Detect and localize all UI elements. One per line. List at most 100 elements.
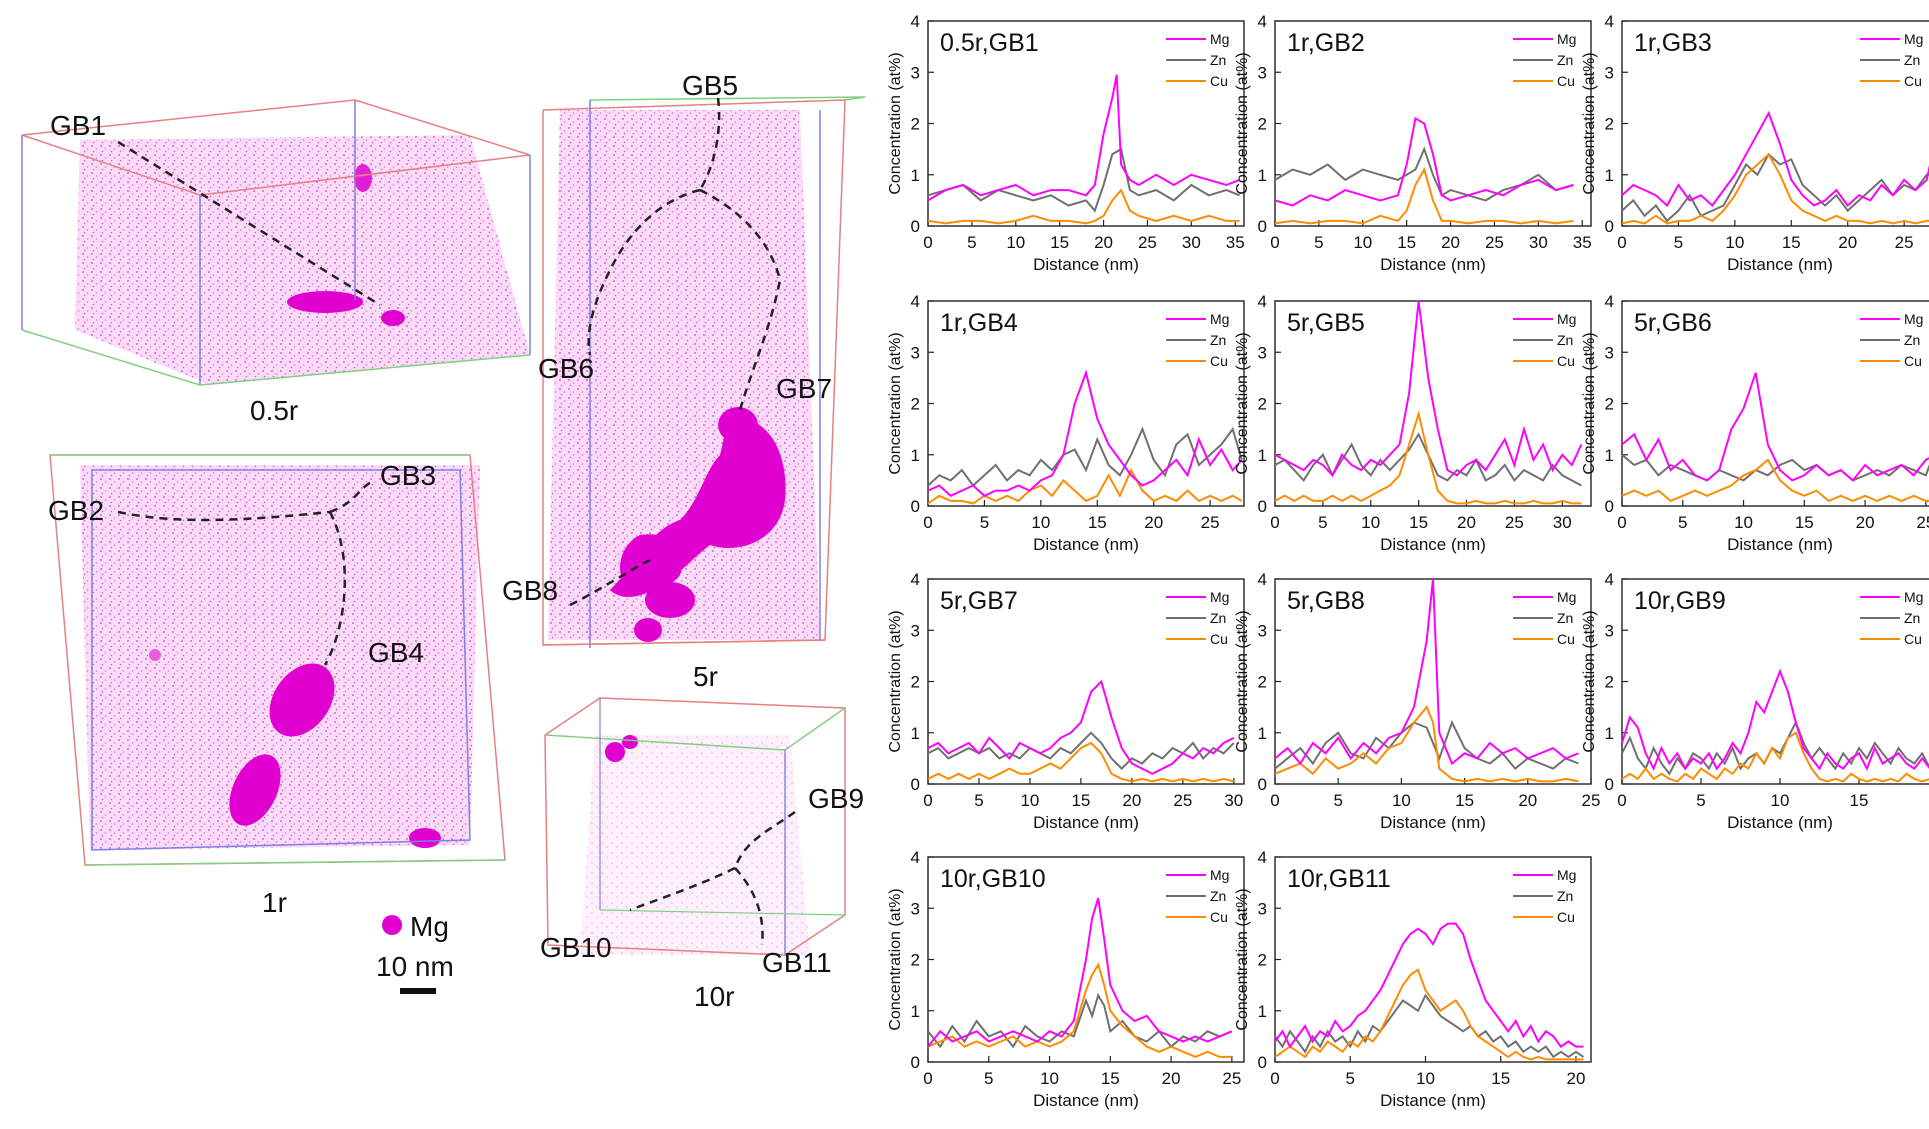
y-axis-label: Concentration (at%): [1581, 52, 1598, 194]
legend-label: Zn: [1904, 52, 1920, 68]
grain-boundary-trace: [734, 867, 764, 946]
gb5-label: GB5: [682, 70, 738, 101]
box-edge: [784, 707, 846, 751]
y-tick-label: 2: [1258, 115, 1267, 134]
plot-frame: [1274, 20, 1592, 227]
grain-boundary-trace: [733, 810, 796, 869]
sample-10r: GB9 GB10 GB11 10r: [540, 697, 864, 1012]
chart-1: 0 1 2 3 4 0 5 10 15 20 25 30 35 Distance (nm) Concentr…: [887, 12, 1245, 274]
series-line-cu: [927, 188, 1240, 225]
y-tick-label: 0: [1605, 217, 1614, 236]
mg-cluster: [287, 291, 363, 313]
mg-cluster: [634, 618, 662, 642]
legend-label: Zn: [1210, 332, 1226, 348]
plot-frame: [927, 300, 1245, 507]
series-line-cu: [1621, 731, 1929, 783]
y-tick-label: 0: [911, 217, 920, 236]
y-tick-label: 4: [1258, 848, 1267, 867]
series-line-cu: [1274, 167, 1574, 225]
legend-label: Cu: [1557, 73, 1575, 89]
plot-frame: [927, 20, 1245, 227]
grain-boundary-trace: [699, 188, 782, 411]
legend-label: Mg: [1557, 311, 1576, 327]
x-axis-label: Distance (nm): [1033, 535, 1139, 554]
y-tick-label: 0: [1605, 497, 1614, 516]
gb4-label: GB4: [368, 637, 424, 668]
x-tick-label: 5: [980, 513, 989, 532]
y-tick-label: 4: [1258, 12, 1267, 31]
plot-frame: [1274, 578, 1592, 785]
legend-label: Zn: [1557, 332, 1573, 348]
x-axis-label: Distance (nm): [1033, 813, 1139, 832]
x-tick-label: 5: [974, 791, 983, 810]
x-tick-label: 20: [1566, 1069, 1585, 1088]
mg-cluster: [645, 582, 695, 618]
x-tick-label: 20: [1094, 233, 1113, 252]
y-tick-label: 4: [911, 570, 920, 589]
x-tick-label: 10: [1040, 1069, 1059, 1088]
y-tick-label: 3: [911, 343, 920, 362]
x-tick-label: 25: [1505, 513, 1524, 532]
y-tick-label: 3: [1258, 899, 1267, 918]
y-tick-label: 4: [1605, 12, 1614, 31]
x-tick-label: 20: [1838, 233, 1857, 252]
grain-boundary-trace: [587, 188, 701, 356]
chart-title: 5r,GB6: [1634, 309, 1712, 337]
x-tick-label: 0: [923, 791, 932, 810]
x-tick-label: 20: [1162, 1069, 1181, 1088]
y-tick-label: 1: [911, 446, 920, 465]
y-axis-label: Concentration (at%): [1581, 332, 1598, 474]
x-tick-label: 15: [1455, 791, 1474, 810]
mg-cluster: [605, 742, 625, 762]
chart-4: 0 1 2 3 4 0 5 10 15 20 25 Distance (nm) Concentratio…: [887, 292, 1245, 554]
box-edge: [599, 909, 846, 916]
grain-boundary-trace: [569, 558, 651, 607]
point-cloud: [80, 465, 480, 850]
legend-label: Cu: [1904, 353, 1922, 369]
series-line-mg: [927, 897, 1233, 1048]
y-tick-label: 3: [911, 63, 920, 82]
series-line-zn: [1621, 720, 1929, 776]
chart-11: 0 1 2 3 4 0 5 10 15 20 Distance (nm) Concentration …: [1234, 848, 1592, 1110]
chart-title: 1r,GB2: [1287, 29, 1365, 57]
legend-label: Mg: [1557, 31, 1576, 47]
x-tick-label: 10: [1353, 233, 1372, 252]
chart-title: 10r,GB11: [1287, 865, 1391, 893]
legend-label: Mg: [1210, 311, 1229, 327]
x-tick-label: 20: [1122, 791, 1141, 810]
x-tick-label: 15: [1409, 513, 1428, 532]
legend-label: Mg: [1904, 589, 1923, 605]
mg-cluster: [718, 407, 758, 443]
x-axis-label: Distance (nm): [1727, 813, 1833, 832]
y-tick-label: 3: [1605, 63, 1614, 82]
legend-label: Mg: [1904, 31, 1923, 47]
y-tick-label: 4: [1258, 570, 1267, 589]
x-tick-label: 30: [1224, 791, 1243, 810]
series-line-cu: [927, 467, 1243, 505]
series-line-zn: [927, 426, 1243, 487]
mg-cluster: [409, 828, 441, 848]
series-line-zn: [927, 147, 1240, 213]
x-tick-label: 0: [923, 513, 932, 532]
x-tick-label: 5: [1318, 513, 1327, 532]
x-tick-label: 30: [1553, 513, 1572, 532]
gb9-label: GB9: [808, 783, 864, 814]
x-tick-label: 10: [1734, 513, 1753, 532]
x-tick-label: 0: [1617, 233, 1626, 252]
series-line-mg: [927, 369, 1243, 497]
plot-frame: [927, 856, 1245, 1063]
plot-frame: [1274, 300, 1592, 507]
x-tick-label: 25: [1895, 233, 1914, 252]
y-axis-label: Concentration (at%): [887, 888, 904, 1030]
x-axis-label: Distance (nm): [1727, 535, 1833, 554]
x-tick-label: 0: [1617, 513, 1626, 532]
chart-title: 5r,GB5: [1287, 309, 1365, 337]
sample-0.5r: GB1 0.5r: [21, 99, 531, 426]
y-axis-label: Concentration (at%): [1581, 610, 1598, 752]
y-tick-label: 3: [1258, 63, 1267, 82]
y-tick-label: 2: [911, 395, 920, 414]
x-tick-label: 25: [1201, 513, 1220, 532]
x-tick-label: 25: [1138, 233, 1157, 252]
x-tick-label: 30: [1182, 233, 1201, 252]
x-tick-label: 35: [1226, 233, 1245, 252]
